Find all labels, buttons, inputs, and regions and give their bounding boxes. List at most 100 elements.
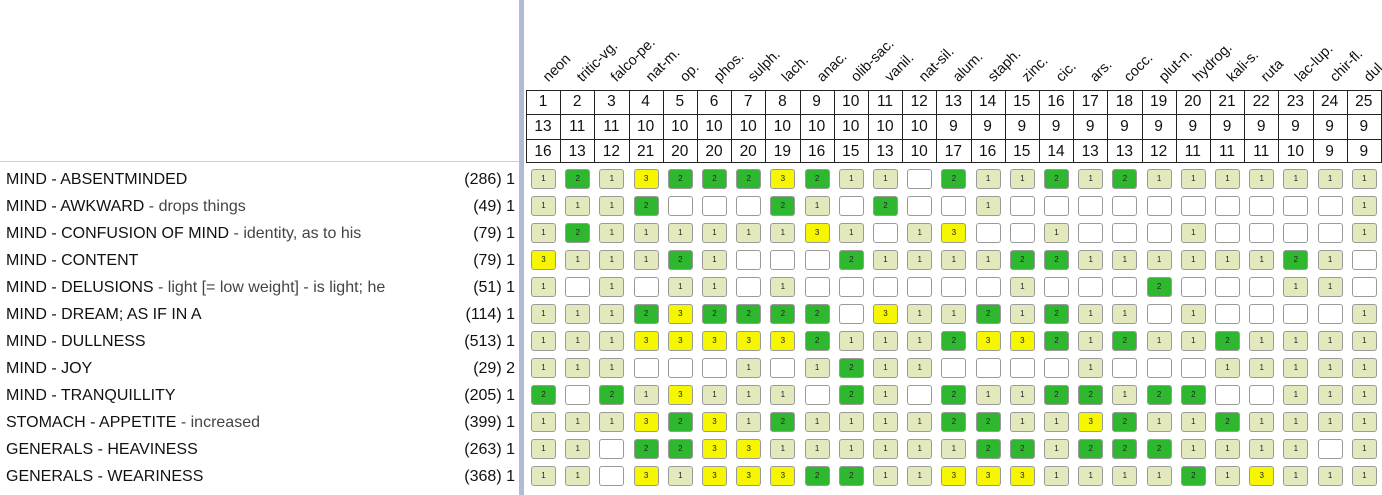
grade-cell[interactable] bbox=[1146, 223, 1172, 243]
grade-cell[interactable] bbox=[975, 358, 1001, 378]
grade-cell[interactable]: 1 bbox=[1351, 331, 1377, 351]
grade-cell[interactable]: 1 bbox=[599, 277, 625, 297]
grade-cell[interactable] bbox=[1249, 223, 1275, 243]
grade-cell[interactable] bbox=[1009, 223, 1035, 243]
grade-cell[interactable] bbox=[804, 385, 830, 405]
grade-cell[interactable]: 1 bbox=[1009, 304, 1035, 324]
grade-cell[interactable]: 1 bbox=[702, 223, 727, 243]
grade-cell[interactable] bbox=[1283, 304, 1309, 324]
grade-cell[interactable]: 2 bbox=[1044, 385, 1069, 405]
grade-cell[interactable]: 3 bbox=[736, 439, 762, 459]
grade-cell[interactable]: 1 bbox=[1078, 169, 1104, 189]
grade-cell[interactable]: 3 bbox=[702, 331, 727, 351]
grade-cell[interactable] bbox=[1009, 196, 1035, 216]
grade-cell[interactable]: 1 bbox=[1317, 358, 1343, 378]
grade-cell[interactable]: 1 bbox=[531, 277, 556, 297]
grade-cell[interactable]: 2 bbox=[736, 169, 762, 189]
grade-cell[interactable] bbox=[1215, 385, 1240, 405]
grade-cell[interactable]: 1 bbox=[565, 412, 591, 432]
grade-cell[interactable]: 1 bbox=[702, 250, 727, 270]
rubric-row[interactable]: MIND - JOY (29) 2 bbox=[0, 355, 519, 382]
remedy-name[interactable]: lac-lup. bbox=[1292, 40, 1337, 86]
grade-cell[interactable] bbox=[975, 223, 1001, 243]
grade-cell[interactable]: 2 bbox=[804, 466, 830, 486]
rubric-row[interactable]: MIND - DULLNESS (513) 1 bbox=[0, 328, 519, 355]
rubric-row[interactable]: MIND - ABSENTMINDED (286) 1 bbox=[0, 166, 519, 193]
grade-cell[interactable]: 2 bbox=[1146, 385, 1172, 405]
grade-cell[interactable] bbox=[633, 358, 659, 378]
grade-cell[interactable] bbox=[907, 277, 933, 297]
grade-cell[interactable]: 1 bbox=[1180, 331, 1206, 351]
grade-cell[interactable]: 2 bbox=[804, 304, 830, 324]
grade-cell[interactable] bbox=[873, 223, 898, 243]
grade-cell[interactable]: 2 bbox=[770, 196, 796, 216]
grade-cell[interactable]: 2 bbox=[565, 223, 591, 243]
grade-cell[interactable]: 2 bbox=[941, 385, 967, 405]
grade-cell[interactable]: 1 bbox=[1180, 223, 1206, 243]
grade-cell[interactable]: 1 bbox=[667, 223, 693, 243]
grade-cell[interactable] bbox=[1112, 196, 1138, 216]
grade-cell[interactable] bbox=[804, 250, 830, 270]
grade-cell[interactable] bbox=[599, 466, 625, 486]
grade-cell[interactable]: 1 bbox=[1078, 304, 1104, 324]
grade-cell[interactable] bbox=[1283, 223, 1309, 243]
grade-cell[interactable]: 1 bbox=[1044, 466, 1069, 486]
grade-cell[interactable]: 1 bbox=[565, 304, 591, 324]
grade-cell[interactable]: 2 bbox=[1078, 385, 1104, 405]
grade-cell[interactable]: 1 bbox=[1317, 331, 1343, 351]
grade-cell[interactable]: 2 bbox=[1044, 250, 1069, 270]
grade-cell[interactable]: 3 bbox=[1249, 466, 1275, 486]
grade-cell[interactable] bbox=[1112, 223, 1138, 243]
grade-cell[interactable] bbox=[736, 196, 762, 216]
grade-cell[interactable] bbox=[633, 277, 659, 297]
grade-cell[interactable] bbox=[1351, 250, 1377, 270]
remedy-name[interactable]: cocc. bbox=[1121, 50, 1157, 86]
grade-cell[interactable]: 1 bbox=[873, 331, 898, 351]
grade-cell[interactable]: 1 bbox=[1009, 277, 1035, 297]
grade-cell[interactable] bbox=[907, 169, 933, 189]
grade-cell[interactable]: 1 bbox=[907, 250, 933, 270]
grade-cell[interactable]: 2 bbox=[1112, 331, 1138, 351]
grade-cell[interactable]: 1 bbox=[1180, 250, 1206, 270]
grade-cell[interactable]: 2 bbox=[770, 304, 796, 324]
grade-cell[interactable]: 1 bbox=[838, 412, 864, 432]
grade-cell[interactable]: 1 bbox=[770, 385, 796, 405]
grade-cell[interactable]: 1 bbox=[1249, 250, 1275, 270]
grade-cell[interactable]: 1 bbox=[804, 358, 830, 378]
grade-cell[interactable]: 1 bbox=[667, 466, 693, 486]
rubric-row[interactable]: MIND - AWKWARD - drops things (49) 1 bbox=[0, 193, 519, 220]
grade-cell[interactable]: 1 bbox=[1249, 331, 1275, 351]
grade-cell[interactable]: 2 bbox=[736, 304, 762, 324]
grade-cell[interactable]: 1 bbox=[599, 358, 625, 378]
grade-cell[interactable]: 3 bbox=[702, 466, 727, 486]
grade-cell[interactable] bbox=[565, 385, 591, 405]
grade-cell[interactable]: 1 bbox=[565, 358, 591, 378]
grade-cell[interactable] bbox=[838, 196, 864, 216]
grade-cell[interactable]: 1 bbox=[667, 277, 693, 297]
grade-cell[interactable]: 1 bbox=[1215, 169, 1240, 189]
grade-cell[interactable]: 1 bbox=[599, 169, 625, 189]
grade-cell[interactable]: 1 bbox=[1283, 439, 1309, 459]
grade-cell[interactable]: 1 bbox=[1112, 466, 1138, 486]
grade-cell[interactable]: 1 bbox=[736, 358, 762, 378]
grade-cell[interactable]: 1 bbox=[838, 331, 864, 351]
grade-cell[interactable]: 2 bbox=[1146, 439, 1172, 459]
grade-cell[interactable]: 1 bbox=[565, 466, 591, 486]
grade-cell[interactable]: 1 bbox=[1249, 169, 1275, 189]
grade-cell[interactable]: 1 bbox=[1146, 466, 1172, 486]
grade-cell[interactable]: 1 bbox=[873, 358, 898, 378]
remedy-name[interactable]: sulph. bbox=[745, 46, 784, 86]
grade-cell[interactable]: 3 bbox=[633, 412, 659, 432]
grade-cell[interactable]: 1 bbox=[1009, 169, 1035, 189]
grade-cell[interactable]: 1 bbox=[873, 385, 898, 405]
remedy-name[interactable]: ars. bbox=[1087, 56, 1116, 86]
grade-cell[interactable] bbox=[770, 250, 796, 270]
grade-cell[interactable]: 1 bbox=[907, 331, 933, 351]
grade-cell[interactable]: 1 bbox=[907, 223, 933, 243]
grade-cell[interactable]: 1 bbox=[531, 466, 556, 486]
grade-cell[interactable]: 2 bbox=[1009, 439, 1035, 459]
grade-cell[interactable]: 1 bbox=[1283, 331, 1309, 351]
grade-cell[interactable]: 1 bbox=[736, 385, 762, 405]
grade-cell[interactable]: 2 bbox=[565, 169, 591, 189]
grade-cell[interactable] bbox=[907, 196, 933, 216]
